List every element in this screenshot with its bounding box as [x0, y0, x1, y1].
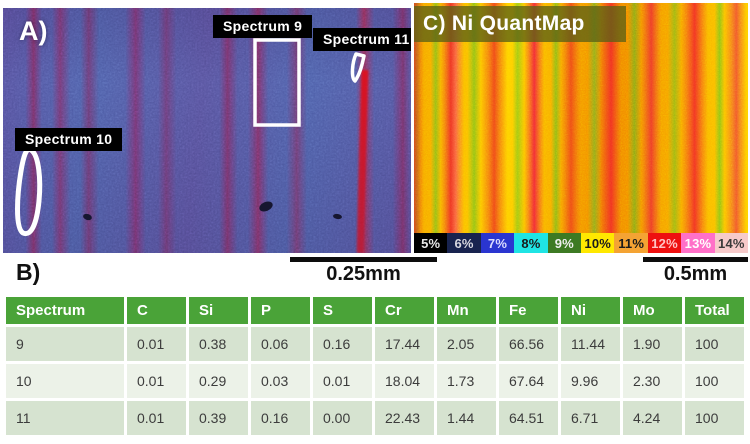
scalebar-label: 0.25mm [326, 263, 401, 285]
table-cell: 11.44 [561, 327, 620, 361]
table-cell: 0.16 [313, 327, 372, 361]
table-cell: 0.29 [189, 364, 248, 398]
table-cell: 22.43 [375, 401, 434, 435]
legend-entry-13: 13% [681, 233, 715, 253]
column-header-c: C [127, 297, 186, 324]
table-row-spectrum-10: 10 0.01 0.29 0.03 0.01 18.04 1.73 67.64 9.96 2.30… [6, 364, 744, 398]
table-cell: 0.39 [189, 401, 248, 435]
scalebar-panel-c: 0.5mm [643, 257, 748, 286]
spectrum-11-label: Spectrum 11 [313, 28, 411, 51]
table-row-spectrum-9: 9 0.01 0.38 0.06 0.16 17.44 2.05 66.56 11.44 1.90… [6, 327, 744, 361]
table-cell: 100 [685, 364, 744, 398]
spectrum-10-region-outline [15, 146, 43, 237]
table-cell: 2.30 [623, 364, 682, 398]
panel-a-label: A) [19, 16, 48, 46]
panel-a-eds-map: A) Spectrum 9 Spectrum 10 Spectrum 11 [3, 8, 411, 253]
inclusion-speck [257, 199, 275, 214]
table-cell: 10 [6, 364, 124, 398]
column-header-p: P [251, 297, 310, 324]
table-cell: 18.04 [375, 364, 434, 398]
column-header-total: Total [685, 297, 744, 324]
table-cell: 0.38 [189, 327, 248, 361]
scalebar-label: 0.5mm [663, 263, 728, 285]
table-cell: 0.01 [127, 327, 186, 361]
table-cell: 100 [685, 401, 744, 435]
legend-entry-6: 6% [447, 233, 481, 253]
table-row-spectrum-11: 11 0.01 0.39 0.16 0.00 22.43 1.44 64.51 6.71 4.24… [6, 401, 744, 435]
table-cell: 66.56 [499, 327, 558, 361]
panel-b-label: B) [16, 259, 41, 285]
red-band-streak [356, 69, 369, 253]
spectrum-9-label: Spectrum 9 [213, 15, 313, 38]
table-header-row: Spectrum C Si P S Cr Mn Fe Ni Mo Total [6, 297, 744, 324]
table-cell: 0.06 [251, 327, 310, 361]
spectrum-10-label: Spectrum 10 [15, 128, 123, 151]
inclusion-speck [332, 213, 343, 220]
column-header-s: S [313, 297, 372, 324]
table-cell: 1.44 [437, 401, 496, 435]
legend-entry-10: 10% [581, 233, 615, 253]
column-header-ni: Ni [561, 297, 620, 324]
table-cell: 2.05 [437, 327, 496, 361]
table-cell: 17.44 [375, 327, 434, 361]
column-header-mn: Mn [437, 297, 496, 324]
table-cell: 4.24 [623, 401, 682, 435]
table-cell: 1.90 [623, 327, 682, 361]
column-header-si: Si [189, 297, 248, 324]
inclusion-speck [82, 212, 93, 222]
column-header-fe: Fe [499, 297, 558, 324]
table-cell: 0.01 [313, 364, 372, 398]
legend-entry-14: 14% [714, 233, 748, 253]
legend-entry-9: 9% [547, 233, 582, 253]
table-cell: 9 [6, 327, 124, 361]
legend-entry-5: 5% [414, 233, 448, 253]
scalebar-line [290, 257, 437, 262]
table-cell: 100 [685, 327, 744, 361]
table-cell: 0.03 [251, 364, 310, 398]
column-header-mo: Mo [623, 297, 682, 324]
legend-entry-11: 11% [614, 233, 648, 253]
table-cell: 64.51 [499, 401, 558, 435]
table-cell: 67.64 [499, 364, 558, 398]
table-cell: 0.00 [313, 401, 372, 435]
scalebar-line [643, 257, 748, 262]
table-cell: 6.71 [561, 401, 620, 435]
legend-entry-8: 8% [514, 233, 548, 253]
table-cell: 0.16 [251, 401, 310, 435]
composition-table: Spectrum C Si P S Cr Mn Fe Ni Mo Total 9 0.01 0.38 0.… [3, 294, 747, 438]
quantmap-color-legend: 5% 6% 7% 8% 9% 10% 11% 12% 13% 14% [414, 233, 748, 253]
spectrum-9-region-outline [253, 38, 301, 127]
table-cell: 9.96 [561, 364, 620, 398]
legend-entry-7: 7% [480, 233, 515, 253]
table-cell: 1.73 [437, 364, 496, 398]
table-cell: 11 [6, 401, 124, 435]
table-cell: 0.01 [127, 364, 186, 398]
scalebar-panel-a: 0.25mm [290, 257, 437, 286]
panel-c-title: C) Ni QuantMap [414, 6, 626, 42]
column-header-cr: Cr [375, 297, 434, 324]
panel-c-ni-quantmap: C) Ni QuantMap 5% 6% 7% 8% 9% 10% 11% 12% 13% 14% [414, 3, 748, 253]
table-cell: 0.01 [127, 401, 186, 435]
column-header-spectrum: Spectrum [6, 297, 124, 324]
legend-entry-12: 12% [647, 233, 682, 253]
